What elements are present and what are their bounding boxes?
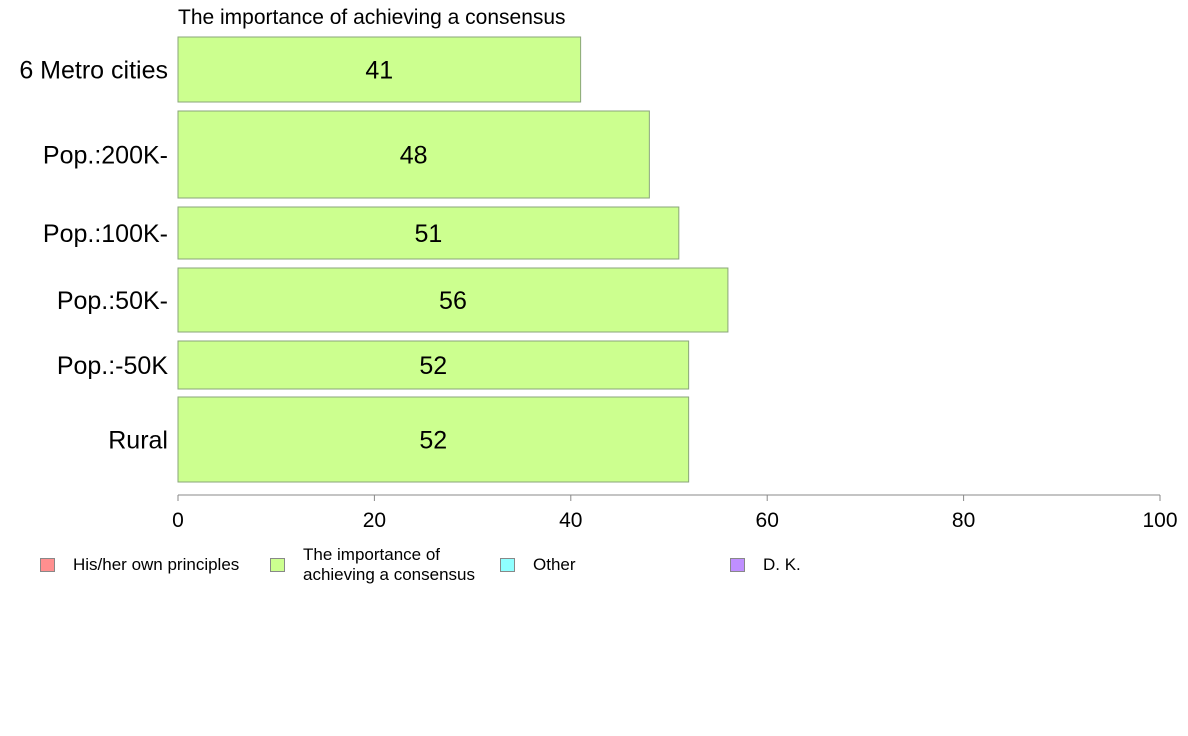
legend-item-consensus: The importance of achieving a consensus [270, 545, 475, 586]
legend-item-other: Other [500, 555, 576, 575]
legend-label-dk: D. K. [763, 555, 801, 574]
legend-swatch-other [500, 558, 515, 573]
category-label: 6 Metro cities [19, 57, 168, 85]
bar-value-label: 52 [419, 427, 447, 455]
bar-value-label: 41 [365, 57, 393, 85]
bar [177, 340, 690, 390]
bar [177, 396, 690, 483]
bar [177, 267, 729, 333]
x-tick-label: 0 [172, 509, 184, 532]
legend: His/her own principles The importance of… [0, 545, 1188, 595]
x-tick-label: 60 [756, 509, 779, 532]
x-tick-label: 80 [952, 509, 975, 532]
legend-label-own-principles: His/her own principles [73, 555, 240, 574]
bar-value-label: 52 [419, 352, 447, 380]
legend-swatch-consensus [270, 558, 285, 573]
legend-label-other: Other [533, 555, 576, 574]
category-label: Pop.:100K- [43, 220, 168, 248]
category-label: Rural [108, 427, 168, 455]
category-label: Pop.:200K- [43, 142, 168, 170]
bar [177, 206, 680, 260]
category-label: Pop.:50K- [57, 287, 168, 315]
legend-swatch-dk [730, 558, 745, 573]
x-tick-label: 40 [559, 509, 582, 532]
bar-value-label: 51 [415, 220, 443, 248]
bar [177, 36, 582, 103]
chart-title: The importance of achieving a consensus [178, 6, 566, 29]
bar-value-label: 56 [439, 287, 467, 315]
bar [177, 110, 650, 199]
bar-value-label: 48 [400, 142, 428, 170]
legend-item-dk: D. K. [730, 555, 801, 575]
legend-swatch-own-principles [40, 558, 55, 573]
x-tick-label: 20 [363, 509, 386, 532]
legend-item-own-principles: His/her own principles [40, 555, 239, 575]
category-label: Pop.:-50K [57, 352, 169, 380]
bar-chart: The importance of achieving a consensus 4… [19, 6, 1177, 532]
x-tick-label: 100 [1142, 509, 1177, 532]
legend-label-consensus: The importance of achieving a consensus [303, 545, 476, 585]
